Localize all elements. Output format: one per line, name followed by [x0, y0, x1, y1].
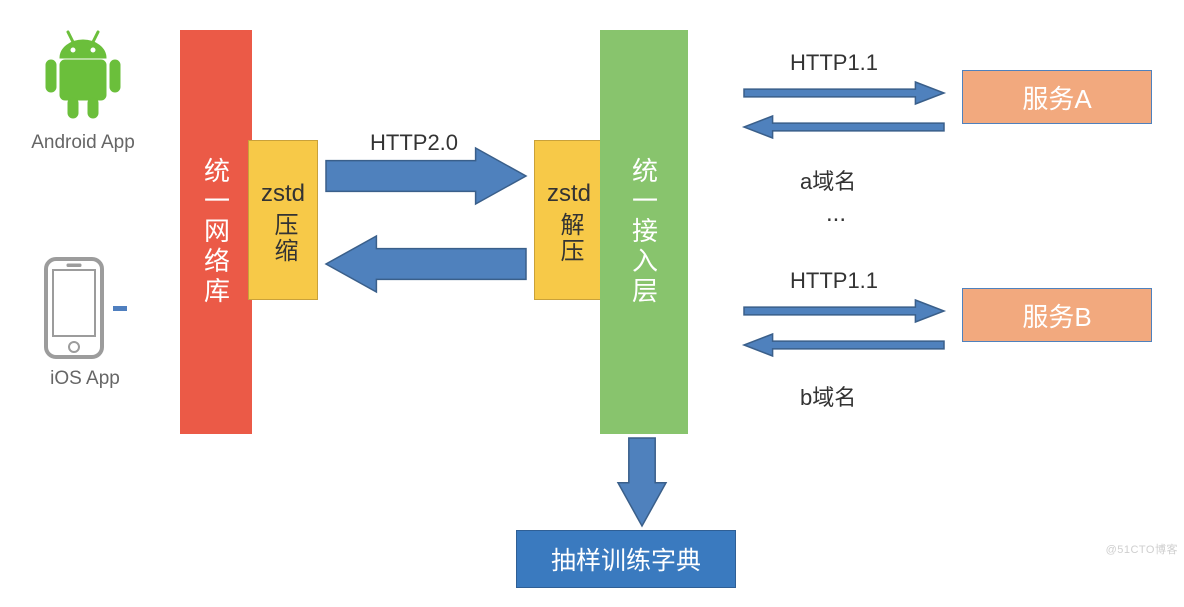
label-http11a: HTTP1.1	[790, 50, 878, 76]
android-app: Android App	[18, 28, 148, 156]
unified-access-layer: 统一接入层	[600, 30, 688, 434]
watermark: @51CTO博客	[1106, 541, 1178, 557]
access-layer-label: 统一接入层	[626, 157, 663, 307]
unified-network-lib: 统一网络库	[180, 30, 252, 434]
service-b: 服务B	[962, 288, 1152, 342]
label-a-domain: a域名	[800, 164, 856, 196]
dash-icon	[113, 306, 127, 311]
arrow-right	[744, 300, 944, 322]
android-icon	[40, 30, 126, 126]
arrow-left	[326, 236, 526, 292]
dict-label: 抽样训练字典	[551, 541, 701, 577]
label-http11b: HTTP1.1	[790, 268, 878, 294]
service-b-label: 服务B	[1022, 297, 1091, 334]
service-a: 服务A	[962, 70, 1152, 124]
zstd-compress-top: zstd	[261, 176, 305, 212]
arrow-right	[744, 82, 944, 104]
zstd-compress: zstd 压缩	[248, 140, 318, 300]
arrow-right	[326, 148, 526, 204]
android-label: Android App	[31, 132, 135, 154]
service-a-label: 服务A	[1022, 79, 1091, 116]
zstd-compress-bottom: 压缩	[265, 212, 301, 264]
label-ellipsis: ...	[826, 200, 846, 228]
label-b-domain: b域名	[800, 380, 856, 412]
ios-app: iOS App	[30, 248, 140, 398]
net-lib-label: 统一网络库	[198, 157, 235, 307]
arrow-left	[744, 116, 944, 138]
sample-training-dict: 抽样训练字典	[516, 530, 736, 588]
arrow-left	[744, 334, 944, 356]
phone-icon	[43, 256, 105, 360]
arrow-down	[618, 438, 666, 526]
zstd-decompress-bottom: 解压	[551, 212, 587, 264]
zstd-decompress: zstd 解压	[534, 140, 604, 300]
ios-label: iOS App	[50, 368, 120, 390]
zstd-decompress-top: zstd	[547, 176, 591, 212]
